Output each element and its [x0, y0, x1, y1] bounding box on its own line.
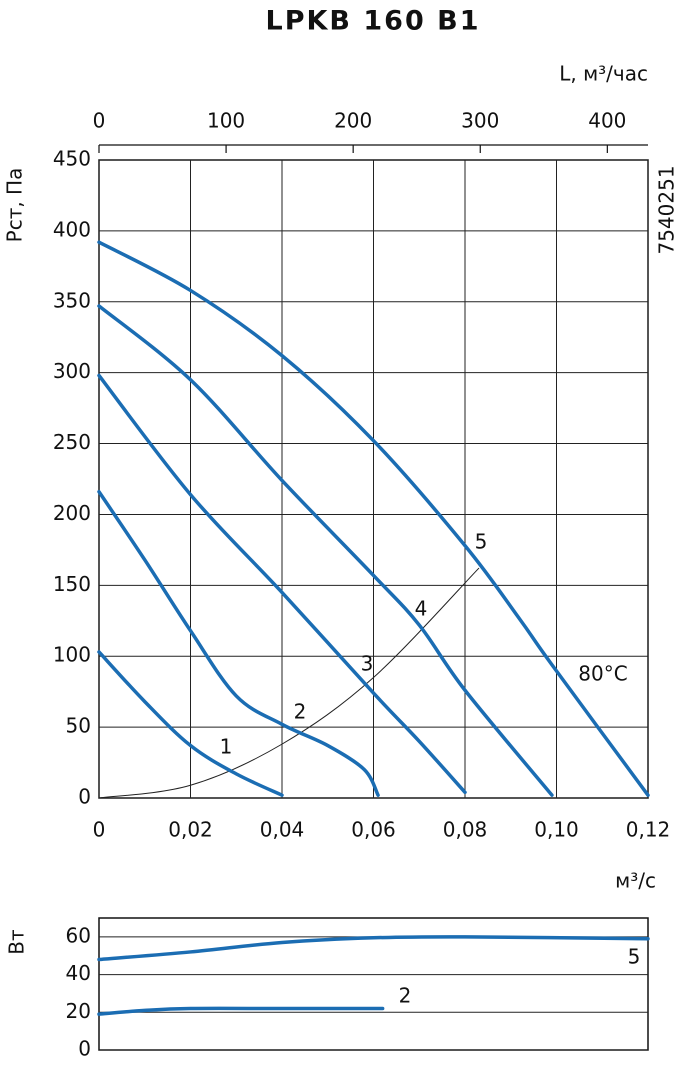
series-label: 2 [399, 984, 412, 1008]
y-tick-label: 300 [53, 359, 91, 383]
y-tick-label: 400 [53, 217, 91, 241]
x-axis-label: м³/с [615, 869, 656, 893]
series-line [97, 373, 467, 795]
y-tick-label: 250 [53, 430, 91, 454]
x2-tick-label: 200 [334, 109, 372, 133]
x-tick-label: 0,04 [260, 818, 305, 842]
series-line [97, 490, 380, 797]
annotation: 80°C [578, 662, 627, 686]
series-line [97, 240, 650, 797]
y-tick-label: 50 [66, 714, 91, 738]
series-label: 4 [415, 597, 428, 621]
system-curve [98, 567, 480, 799]
y-tick-label: 100 [53, 643, 91, 667]
series-label: 5 [628, 945, 641, 969]
y-tick-label: 0 [78, 785, 91, 809]
x-tick-label: 0,06 [351, 818, 396, 842]
series-label: 3 [361, 652, 374, 676]
y-tick-label: 20 [66, 999, 91, 1023]
x2-tick-label: 100 [207, 109, 245, 133]
y-tick-label: 150 [53, 572, 91, 596]
x-tick-label: 0,12 [626, 818, 671, 842]
x2-axis-label: L, м³/час [559, 62, 648, 86]
x-tick-label: 0,10 [534, 818, 579, 842]
series-label: 2 [294, 700, 307, 724]
series-label: 5 [475, 530, 488, 554]
chart-title: LPKB 160 B1 [265, 6, 480, 37]
y-tick-label: 0 [78, 1037, 91, 1061]
x2-tick-label: 400 [588, 109, 626, 133]
y-tick-label: 40 [66, 961, 91, 985]
code: 7540251 [655, 165, 679, 254]
series-line [97, 935, 650, 962]
series-line [97, 304, 554, 797]
series-label: 1 [220, 735, 233, 759]
x-tick-label: 0,08 [443, 818, 488, 842]
y-tick-label: 350 [53, 288, 91, 312]
y-axis-label: Вт [5, 929, 29, 955]
x-tick-label: 0 [93, 818, 106, 842]
series-line [97, 1006, 385, 1016]
y-tick-label: 450 [53, 147, 91, 171]
y-tick-label: 60 [66, 923, 91, 947]
y-axis-label: Pст, Па [3, 168, 27, 243]
series-line [97, 650, 284, 797]
y-tick-label: 200 [53, 501, 91, 525]
x2-tick-label: 0 [93, 109, 106, 133]
x2-tick-label: 300 [461, 109, 499, 133]
x-tick-label: 0,02 [168, 818, 213, 842]
